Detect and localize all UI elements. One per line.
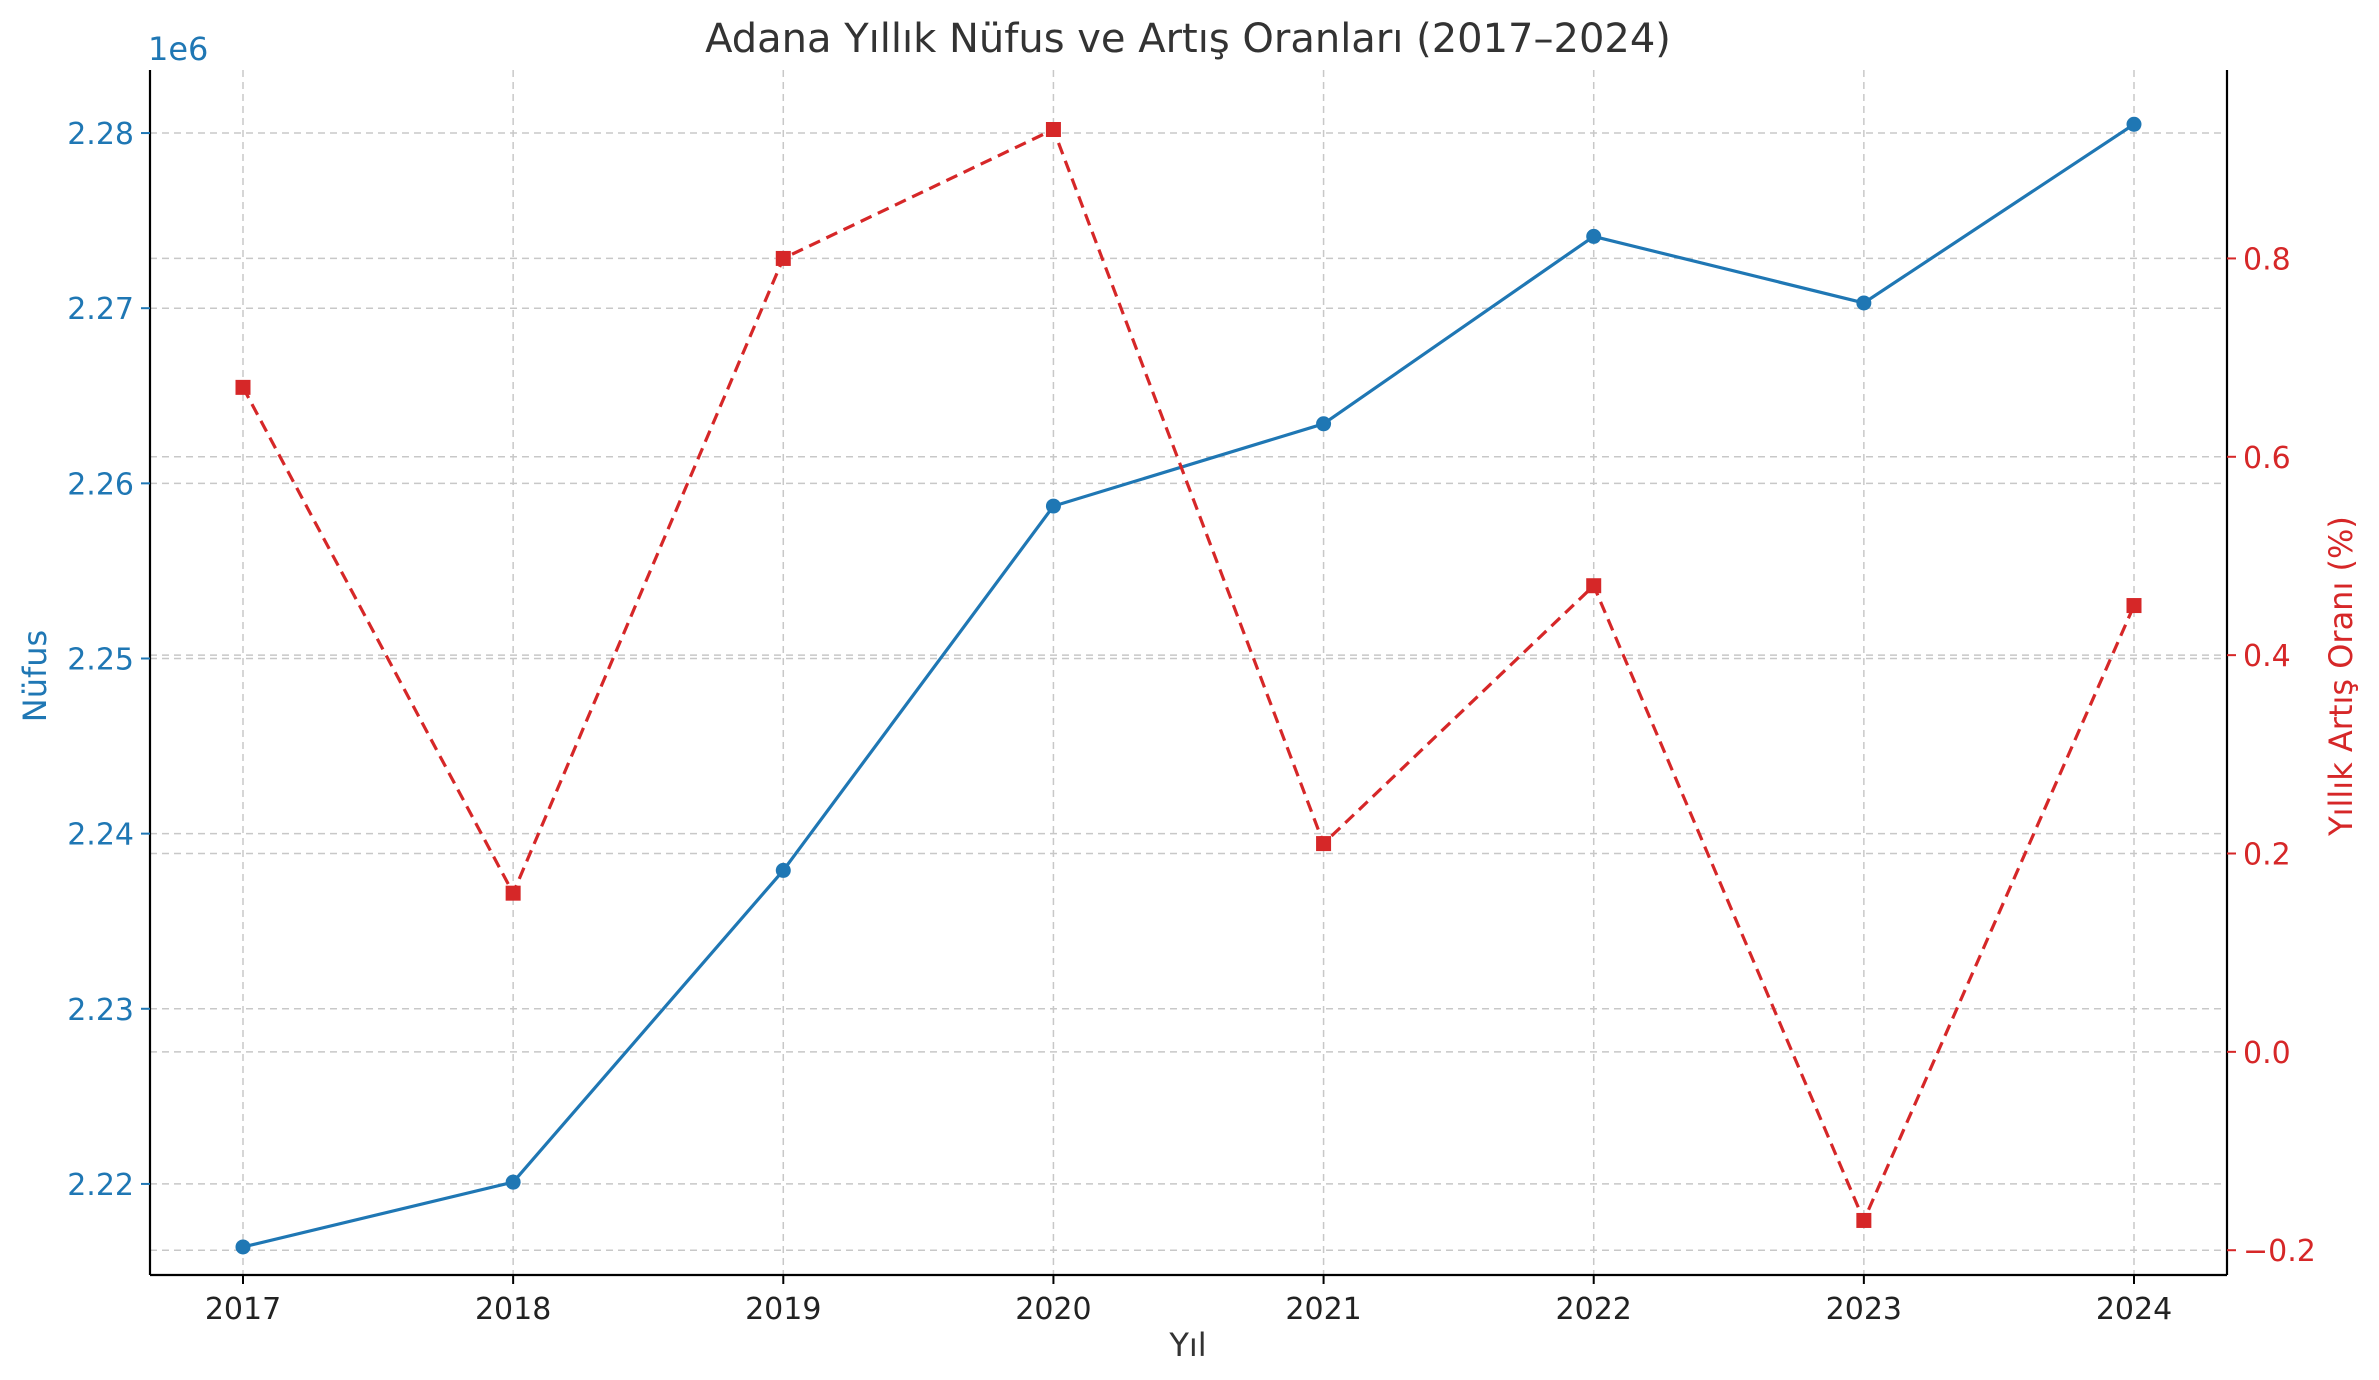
nufus-point [775,862,791,878]
left-y-tick-label: 2.23 [67,993,134,1028]
artis-orani-point [1856,1212,1872,1228]
chart-title: Adana Yıllık Nüfus ve Artış Oranları (20… [705,16,1671,62]
left-axis-label: Nüfus [16,630,54,722]
grid-layer [150,70,2227,1275]
nufus-point [235,1239,251,1255]
x-tick-label: 2021 [1285,1292,1361,1327]
axes-layer [148,70,2229,1277]
artis-orani-line [241,127,2136,1223]
left-axis-offset-label: 1e6 [148,30,208,68]
nufus-point [2126,116,2142,132]
artis-orani-point [2126,598,2142,614]
x-tick-label: 2017 [205,1292,281,1327]
left-y-tick-label: 2.22 [67,1168,134,1203]
right-axis-label: Yıllık Artış Oranı (%) [2322,516,2360,837]
series-layer [235,116,2142,1255]
right-y-tick-label: 0.2 [2243,837,2291,872]
nufus-point [1045,498,1061,514]
left-y-tick-label: 2.25 [67,642,134,677]
x-tick-label: 2019 [745,1292,821,1327]
x-tick-label: 2023 [1826,1292,1902,1327]
x-axis-label: Yıl [1168,1326,1206,1364]
artis-orani-point [505,885,521,901]
right-y-tick-label: 0.8 [2243,242,2291,277]
nufus-point [1316,416,1332,432]
artis-orani-point [235,379,251,395]
x-tick-label: 2020 [1015,1292,1091,1327]
artis-orani-point [1316,836,1332,852]
left-y-tick-label: 2.27 [67,292,134,327]
x-tick-label: 2024 [2096,1292,2172,1327]
right-y-tick-label: −0.2 [2243,1234,2316,1269]
nufus-point [1856,295,1872,311]
left-y-tick-label: 2.28 [67,117,134,152]
artis-orani-point [1045,122,1061,138]
left-y-tick-label: 2.24 [67,818,134,853]
artis-orani-point [775,250,791,266]
ticks-layer: 2017 2018 2019 2020 2021 2022 2023 2024 2.22 2.23… [67,117,2316,1327]
nufus-point [1586,228,1602,244]
x-tick-label: 2022 [1556,1292,1632,1327]
right-y-tick-label: 0.4 [2243,639,2291,674]
nufus-line [242,122,2135,1249]
left-y-tick-label: 2.26 [67,467,134,502]
x-tick-label: 2018 [475,1292,551,1327]
right-y-tick-label: 0.6 [2243,441,2291,476]
right-y-tick-label: 0.0 [2243,1036,2291,1071]
artis-orani-point [1586,578,1602,594]
nufus-point [505,1174,521,1190]
